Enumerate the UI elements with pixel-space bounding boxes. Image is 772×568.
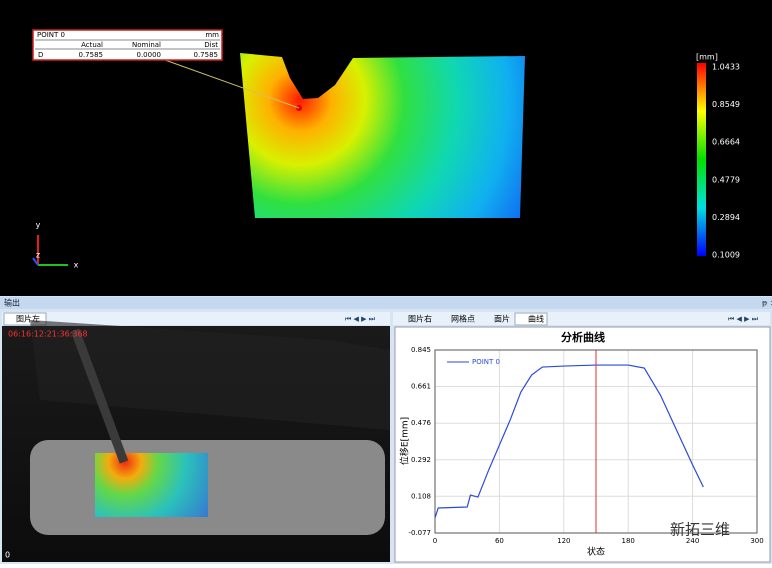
leader-line	[164, 59, 300, 109]
tooltip-header: Nominal	[132, 41, 161, 49]
x-tick-label: 240	[686, 537, 699, 545]
left-tabbar	[2, 312, 390, 325]
mesh-part	[240, 53, 525, 218]
color-bar-unit: [mm]	[696, 53, 718, 62]
tooltip-row-label: D	[38, 51, 43, 59]
tab-label[interactable]: 图片左	[16, 314, 40, 324]
watermark: 新拓三维	[670, 521, 730, 539]
x-tick-label: 180	[622, 537, 635, 545]
chart-title: 分析曲线	[561, 330, 605, 344]
panel-controls[interactable]: ᵽ ×	[762, 299, 772, 308]
right-tabbar	[393, 312, 770, 325]
tooltip-value: 0.7585	[194, 51, 219, 59]
tooltip-header: Actual	[81, 41, 103, 49]
y-axis-label: 位移E[mm]	[399, 417, 411, 465]
x-axis-label: 状态	[587, 546, 605, 558]
y-tick-label: 0.476	[411, 419, 432, 427]
strain-overlay	[95, 453, 208, 517]
chart-area	[394, 326, 771, 563]
color-bar-label: 0.8549	[712, 100, 740, 109]
axis-label: z	[36, 251, 40, 260]
tooltip-value: 0.7585	[79, 51, 104, 59]
x-tick-label: 120	[557, 537, 570, 545]
axis-label: y	[36, 221, 41, 230]
tab-label[interactable]: 网格点	[451, 314, 475, 324]
tooltip-title: POINT 0	[37, 31, 65, 39]
panel-title: 输出	[4, 298, 20, 308]
nav-buttons[interactable]: ⏮ ◀ ▶ ⏭	[345, 315, 376, 323]
probe	[70, 328, 129, 464]
y-tick-label: -0.077	[408, 529, 431, 537]
x-tick-label: 60	[495, 537, 504, 545]
y-tick-label: 0.845	[411, 346, 431, 354]
color-bar	[697, 63, 706, 256]
y-tick-label: 0.108	[411, 492, 431, 500]
panel-titlebar	[0, 297, 772, 309]
y-tick-label: 0.661	[411, 383, 431, 391]
tooltip	[32, 29, 223, 61]
nav-buttons[interactable]: ⏮ ◀ ▶ ⏭	[728, 315, 759, 323]
y-tick-label: 0.292	[411, 456, 431, 464]
color-bar-label: 0.6664	[712, 138, 740, 147]
tab-label[interactable]: 面片	[494, 314, 510, 324]
axis-label: x	[74, 261, 79, 270]
tooltip-header: Dist	[204, 41, 218, 49]
x-tick-label: 0	[433, 537, 437, 545]
color-bar-label: 0.4779	[712, 175, 740, 184]
tab-label[interactable]: 图片右	[408, 314, 432, 324]
axis-z	[32, 257, 39, 266]
tab[interactable]	[514, 312, 548, 326]
color-bar-label: 1.0433	[712, 63, 740, 72]
background-object	[30, 320, 390, 430]
timestamp: 06:16:12:21:36:368	[8, 330, 88, 339]
color-bar-label: 0.2894	[712, 213, 740, 222]
data-line	[434, 364, 704, 519]
legend-label: POINT 0	[472, 358, 500, 366]
x-tick-label: 300	[750, 537, 763, 545]
tooltip-value: 0.0000	[137, 51, 162, 59]
tooltip-unit: mm	[205, 31, 219, 39]
color-bar-label: 0.1009	[712, 251, 740, 260]
tab-label[interactable]: 曲线	[528, 314, 544, 324]
frame-number: 0	[5, 551, 10, 560]
